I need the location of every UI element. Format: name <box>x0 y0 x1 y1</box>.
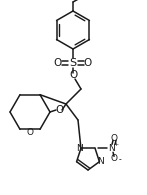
Text: O: O <box>54 58 62 68</box>
Text: N: N <box>108 144 114 153</box>
Text: S: S <box>69 58 77 68</box>
Text: O: O <box>111 154 118 163</box>
Text: N: N <box>77 144 83 153</box>
Text: -: - <box>119 155 121 164</box>
Text: O: O <box>84 58 92 68</box>
Text: +: + <box>113 142 119 147</box>
Text: O: O <box>26 128 34 137</box>
Text: O: O <box>55 105 63 115</box>
Text: O: O <box>111 134 118 143</box>
Text: N: N <box>97 157 104 166</box>
Text: O: O <box>69 70 77 80</box>
